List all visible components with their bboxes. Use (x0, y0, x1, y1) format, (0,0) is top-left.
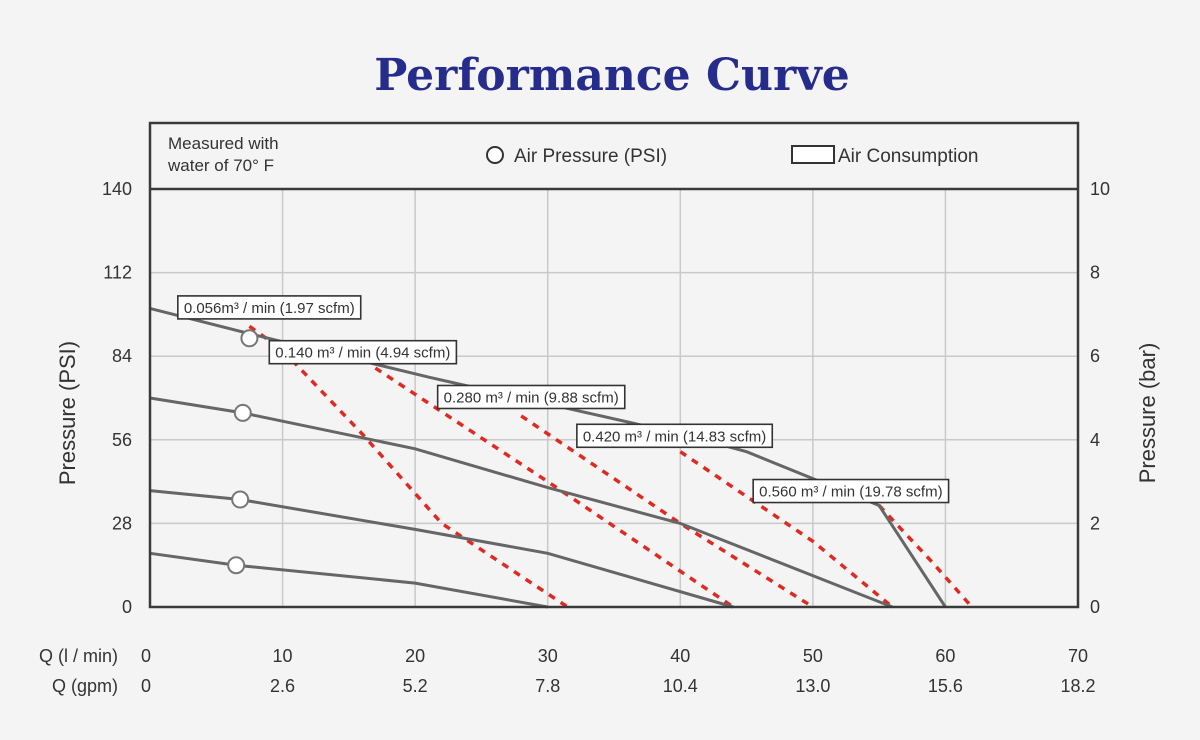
curve-label: 0.140 m³ / min (4.94 scfm) (268, 339, 458, 365)
curve-label-text: 0.280 m³ / min (9.88 scfm) (444, 389, 619, 406)
x-tick-label-gpm: 0 (141, 676, 151, 696)
chart-title: Performance Curve (374, 50, 849, 101)
y-left-tick-label: 0 (122, 597, 132, 617)
curve-label-box (752, 478, 950, 504)
y-right-tick-label: 10 (1090, 179, 1110, 199)
grid (150, 189, 1078, 607)
curve-label: 0.560 m³ / min (19.78 scfm) (752, 478, 950, 504)
curve-label: 0.056m³ / min (1.97 scfm) (177, 295, 362, 320)
x-tick-label-lpm: 20 (405, 646, 425, 666)
curve-label-box (268, 339, 458, 365)
air-pressure-curve (149, 396, 893, 609)
legend-circle-icon (486, 146, 504, 164)
x-tick-label-gpm: 18.2 (1060, 676, 1095, 696)
curve-label-text: 0.140 m³ / min (4.94 scfm) (275, 345, 450, 362)
x-tick-label-gpm: 7.8 (535, 676, 560, 696)
x-tick-label-lpm: 70 (1068, 646, 1088, 666)
legend-item-air-pressure: Air Pressure (PSI) (486, 146, 667, 167)
air-pressure-curve (149, 489, 734, 609)
curve-label-box (576, 423, 774, 449)
x-tick-label-lpm: 40 (670, 646, 690, 666)
curve-label: 0.420 m³ / min (14.83 scfm) (576, 423, 774, 449)
air-pressure-marker (233, 403, 252, 422)
legend-box-icon (791, 145, 835, 164)
curve-label-text: 0.056m³ / min (1.97 scfm) (184, 300, 355, 317)
air-consumption-curve (679, 450, 894, 609)
curve-label: 0.280 m³ / min (9.88 scfm) (436, 384, 626, 410)
pressure-markers (227, 329, 259, 575)
plot-frame (148, 121, 1080, 609)
air-pressure-marker (231, 490, 250, 509)
axes: 0 28 56 84 112 140 0 2 4 6 8 10 Pressure (PSI) Pressu… (39, 121, 1160, 696)
curve-label-box (436, 384, 626, 410)
x-tick-label-lpm: 30 (538, 646, 558, 666)
x-tick-label-gpm: 15.6 (928, 676, 963, 696)
air-consumption-curve (374, 366, 735, 609)
y-left-tick-label: 28 (112, 513, 132, 533)
curve-label-text: 0.560 m³ / min (19.78 scfm) (759, 484, 942, 501)
x-tick-label-gpm: 5.2 (403, 676, 428, 696)
x-axis-title-lpm: Q (l / min) (39, 646, 118, 666)
y-right-tick-label: 4 (1090, 430, 1100, 450)
x-tick-label-gpm: 10.4 (663, 676, 698, 696)
x-tick-label-gpm: 2.6 (270, 676, 295, 696)
x-tick-label-lpm: 50 (803, 646, 823, 666)
x-tick-label-lpm: 10 (273, 646, 293, 666)
y-right-tick-label: 8 (1090, 263, 1100, 283)
y-left-axis-title: Pressure (PSI) (55, 341, 80, 485)
x-tick-label-gpm: 13.0 (795, 676, 830, 696)
x-tick-label-lpm: 60 (935, 646, 955, 666)
air-consumption-curve (877, 504, 974, 609)
y-left-tick-label: 56 (112, 430, 132, 450)
x-axis-title-gpm: Q (gpm) (52, 676, 118, 696)
measurement-note: Measured with (168, 134, 279, 153)
air-pressure-curve (149, 551, 548, 609)
y-right-tick-label: 0 (1090, 597, 1100, 617)
air-consumption-curve (281, 348, 569, 609)
air-consumption-curve (520, 414, 814, 609)
legend-label: Air Consumption (838, 146, 978, 167)
curve-labels: 0.056m³ / min (1.97 scfm) 0.140 m³ / min … (177, 295, 950, 504)
x-tick-label-lpm: 0 (141, 646, 151, 666)
legend-item-air-consumption: Air Consumption (791, 145, 978, 167)
y-right-tick-label: 2 (1090, 513, 1100, 533)
air-pressure-marker (240, 329, 259, 348)
curve-label-box (177, 295, 362, 320)
y-left-tick-label: 84 (112, 346, 132, 366)
legend-label: Air Pressure (PSI) (514, 146, 667, 167)
y-right-axis-title: Pressure (bar) (1135, 343, 1160, 484)
air-pressure-marker (227, 556, 246, 575)
y-right-tick-label: 6 (1090, 346, 1100, 366)
measurement-note: water of 70° F (167, 156, 274, 175)
curve-label-text: 0.420 m³ / min (14.83 scfm) (583, 428, 766, 445)
chart-header: Measured with water of 70° F Air Pressure … (167, 134, 978, 175)
y-left-tick-label: 140 (102, 179, 132, 199)
y-left-tick-label: 112 (103, 263, 132, 283)
